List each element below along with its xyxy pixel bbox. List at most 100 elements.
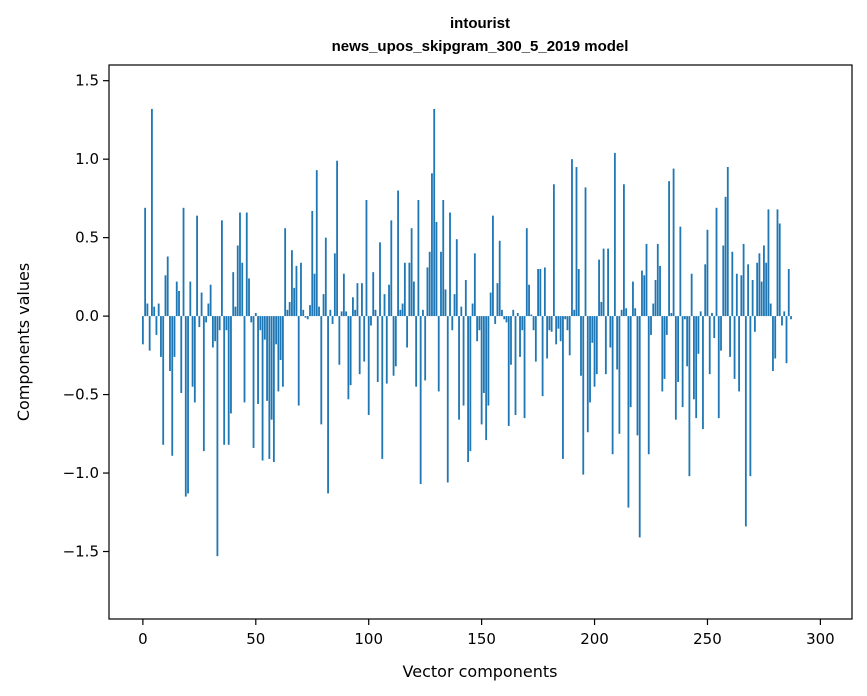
- bar: [611, 316, 614, 455]
- bar: [697, 316, 700, 354]
- bar: [713, 316, 716, 339]
- bar: [575, 167, 578, 317]
- bar: [763, 245, 765, 317]
- bar: [577, 269, 580, 317]
- bar: [781, 316, 783, 326]
- bar: [361, 283, 363, 317]
- bar: [406, 316, 409, 348]
- bar: [699, 311, 702, 317]
- bar: [532, 316, 535, 331]
- bar: [523, 316, 526, 419]
- bar: [787, 269, 790, 317]
- bar: [173, 316, 176, 357]
- bar: [178, 290, 180, 317]
- bar: [300, 262, 302, 317]
- bar: [659, 265, 661, 317]
- bar: [196, 215, 198, 317]
- y-axis-ticks: −1.5 −1.0 −0.5 0.0 0.5 1.0 1.5: [63, 72, 109, 561]
- bar: [349, 316, 352, 386]
- bar: [200, 292, 203, 317]
- chart-subtitle: news_upos_skipgram_300_5_2019 model: [332, 38, 629, 55]
- bar: [661, 316, 664, 392]
- bar: [354, 309, 357, 317]
- bar: [309, 305, 311, 317]
- y-tick-label: −1.5: [63, 543, 99, 561]
- bar: [480, 316, 483, 425]
- bar: [546, 316, 549, 359]
- x-tick-label: 300: [806, 630, 835, 648]
- bar: [449, 212, 451, 317]
- bar: [534, 316, 537, 362]
- bar: [744, 316, 747, 527]
- bar: [541, 316, 544, 397]
- bar: [322, 294, 325, 317]
- bar: [211, 316, 214, 348]
- bar: [221, 220, 223, 317]
- bar: [647, 316, 650, 455]
- bar: [431, 173, 433, 317]
- bar: [248, 278, 250, 317]
- x-tick-label: 150: [467, 630, 496, 648]
- bar: [236, 245, 239, 317]
- bar: [618, 316, 621, 434]
- bar: [665, 316, 668, 335]
- bar: [352, 297, 354, 317]
- bar: [602, 248, 605, 317]
- bar: [704, 264, 707, 317]
- bar: [564, 316, 567, 320]
- bar: [512, 309, 515, 317]
- bar: [370, 316, 372, 326]
- bar: [311, 210, 314, 317]
- bar: [333, 253, 336, 317]
- bar: [641, 270, 643, 317]
- bar: [683, 316, 686, 320]
- bar: [440, 251, 442, 317]
- bar: [365, 199, 368, 317]
- bar: [394, 316, 397, 367]
- bar: [582, 316, 585, 475]
- bar: [293, 287, 296, 317]
- bar: [157, 303, 160, 317]
- bar: [537, 269, 539, 317]
- bar: [254, 312, 257, 317]
- bar: [514, 316, 517, 415]
- bar: [144, 207, 147, 317]
- bar: [726, 167, 729, 317]
- bar: [435, 221, 438, 317]
- bar: [609, 316, 612, 348]
- bar: [363, 316, 366, 362]
- bar: [376, 316, 379, 383]
- bar: [205, 316, 208, 323]
- bar: [731, 251, 734, 317]
- bar: [401, 303, 404, 317]
- bar: [729, 316, 731, 357]
- bar: [503, 316, 506, 320]
- bar: [668, 181, 670, 317]
- bar: [778, 223, 781, 317]
- bar: [218, 316, 221, 331]
- bar: [214, 316, 217, 342]
- bar: [765, 262, 768, 317]
- bar: [164, 275, 167, 317]
- y-tick-label: −1.0: [63, 464, 99, 482]
- bar: [507, 316, 510, 426]
- bar: [623, 184, 625, 317]
- bar: [473, 253, 476, 317]
- bar: [772, 316, 774, 372]
- bar: [552, 184, 555, 317]
- bar: [345, 311, 348, 317]
- y-tick-label: 1.5: [75, 72, 99, 90]
- bar: [717, 316, 720, 419]
- bar: [239, 212, 241, 317]
- bar: [182, 207, 185, 317]
- bar: [695, 316, 698, 419]
- bar: [313, 273, 316, 317]
- bar: [272, 316, 275, 463]
- bar: [747, 264, 750, 317]
- bar: [487, 316, 490, 406]
- bar: [681, 316, 684, 408]
- bar: [613, 152, 616, 317]
- bar: [525, 228, 528, 317]
- bar: [243, 316, 246, 403]
- bar: [372, 272, 375, 317]
